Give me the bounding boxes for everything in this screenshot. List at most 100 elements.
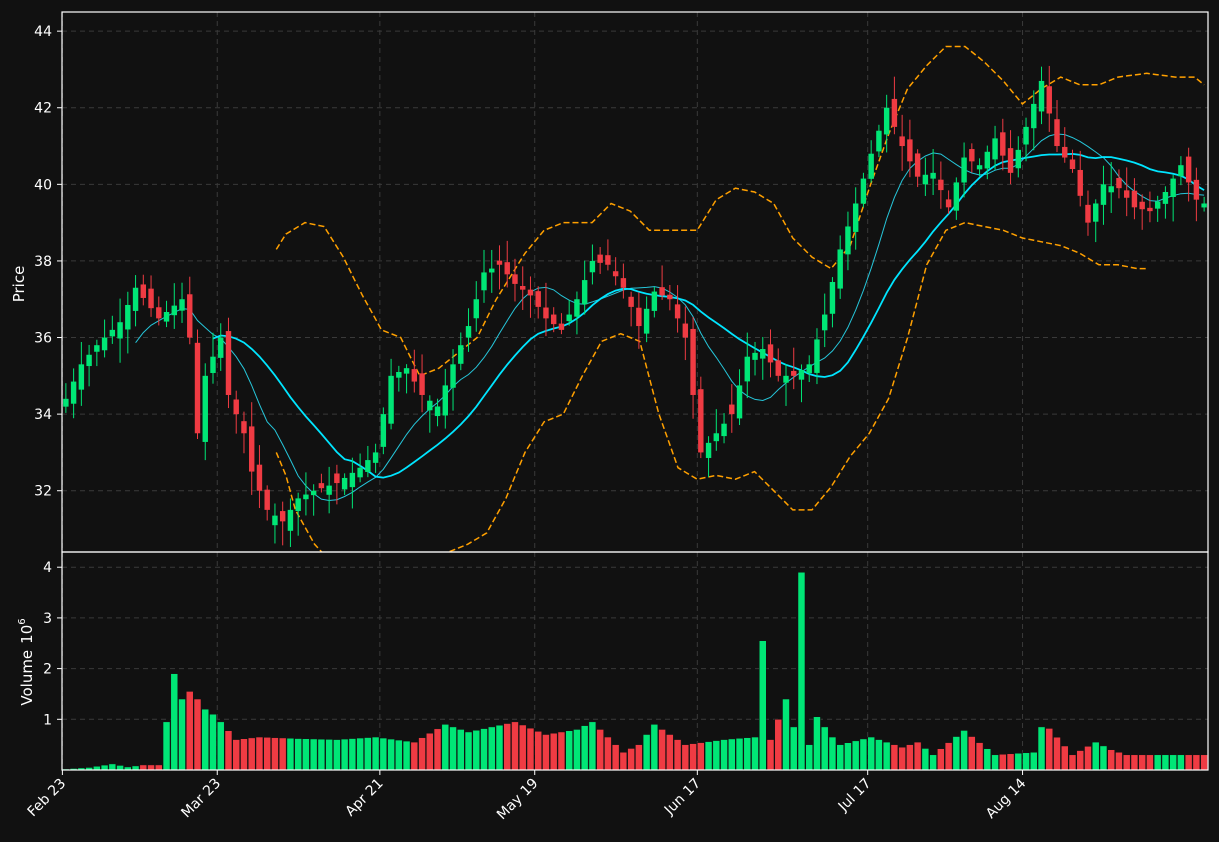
volume-bar [457,729,465,771]
volume-bar [240,738,248,771]
candle [233,390,239,434]
candle-body [310,490,317,496]
candle-body [512,274,518,284]
candle [125,291,131,354]
candle [202,363,208,461]
volume-bar [735,738,744,771]
candle [992,125,998,170]
candle [876,124,882,158]
volume-bars [62,572,1208,771]
candle-body [667,294,673,300]
volume-bar [371,736,380,771]
price-y-axis: 32 34 36 38 40 42 44 [34,24,62,500]
candle-body [721,423,727,437]
volume-bar [728,738,736,771]
candle-body [117,322,123,339]
volume-bar [309,738,318,771]
volume-bar [1053,736,1061,771]
candle-body [70,381,77,404]
candle [86,344,92,387]
candle [1193,167,1200,222]
candle [349,457,356,509]
candle [620,263,627,299]
candle-body [63,398,69,407]
volume-bar [325,739,333,771]
volume-bar [217,721,225,771]
candle-body [736,385,743,419]
candle-body [403,368,410,374]
volume-bar [1122,754,1131,771]
candle [821,293,828,348]
candle-body [248,426,255,472]
candle-body [179,299,185,311]
candle-body [550,314,557,325]
candle [837,235,843,299]
volume-bar [666,734,674,771]
volume-bar [155,764,163,771]
candle-body [914,153,921,177]
candle [736,369,743,426]
candle-body [922,174,929,185]
candle [558,313,565,335]
candle-body [380,414,387,447]
volume-bar [356,737,364,771]
candle [690,317,696,419]
volume-bar [797,572,806,771]
price-tick-label: 36 [34,331,52,347]
candle-body [140,284,147,298]
candle [1100,165,1107,225]
candle-body [628,296,634,307]
volume-bar [472,730,480,771]
candle-body [713,433,720,442]
candle-body [659,287,665,296]
candle-body [303,494,309,500]
candle [713,409,720,451]
candle-body [806,364,812,374]
volume-bar [131,765,140,771]
volume-bar [518,724,527,771]
candle [1007,130,1014,185]
volume-bar [588,721,597,771]
candle-body [760,349,766,359]
candle [860,172,867,208]
candle-body [636,307,642,327]
volume-bar [813,716,821,771]
candle-body [434,406,441,417]
bollinger-bands [275,45,1205,552]
candle [512,258,518,302]
candle-body [109,329,116,337]
candle [218,323,224,371]
candle-body [388,375,394,424]
candle [1162,186,1169,219]
volume-bar [689,743,697,771]
candle-body [976,165,983,170]
candle-body [295,498,301,511]
candle-body [984,151,991,169]
candle [434,398,441,427]
volume-bar [1014,753,1023,771]
candle [744,332,750,399]
candle-body [1193,179,1200,200]
volume-bar [627,748,635,771]
volume-bar [573,729,581,771]
price-tick-label: 38 [34,254,52,270]
price-tick-label: 42 [34,101,52,117]
candle-body [535,291,541,307]
volume-bar [1037,726,1046,771]
candle [365,445,371,478]
volume-bar [395,739,403,771]
volume-bar [952,736,961,771]
volume-bar [937,748,945,771]
candle [1116,169,1122,199]
candle-body [612,271,619,277]
candle [1015,136,1022,178]
volume-bar [232,739,240,771]
volume-bar [503,723,511,771]
volume-bar [271,737,279,771]
candle-body [961,157,967,183]
candle-body [543,307,549,319]
candle [427,395,433,433]
candle-body [930,172,936,179]
candle-body [729,404,735,415]
candle [1046,65,1052,132]
